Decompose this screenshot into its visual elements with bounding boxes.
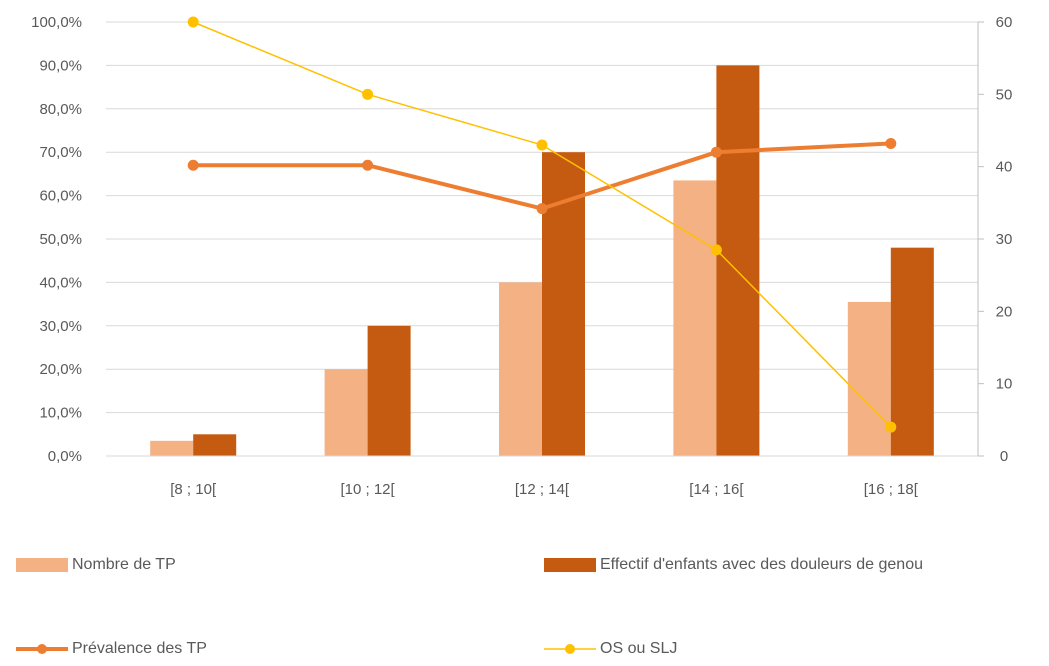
bar xyxy=(716,65,760,457)
legend-item-os-slj: OS ou SLJ xyxy=(544,640,677,658)
y-left-tick-label: 60,0% xyxy=(39,188,82,205)
data-point xyxy=(536,139,548,151)
x-tick-label: [16 ; 18[ xyxy=(864,481,919,498)
bar xyxy=(193,434,237,456)
bar xyxy=(367,325,411,456)
legend-swatch-prevalence xyxy=(16,644,68,654)
x-tick-label: [8 ; 10[ xyxy=(170,481,217,498)
y-left-tick-label: 50,0% xyxy=(39,231,82,248)
y-right-tick-label: 40 xyxy=(996,159,1013,176)
data-point xyxy=(885,138,897,150)
legend-item-prevalence: Prévalence des TP xyxy=(16,640,207,658)
y-left-tick-label: 100,0% xyxy=(31,14,82,31)
bar-series xyxy=(150,65,934,457)
y-right-tick-label: 50 xyxy=(996,86,1013,103)
legend-item-effectif: Effectif d'enfants avec des douleurs de … xyxy=(544,556,923,574)
data-point xyxy=(187,159,199,171)
bar xyxy=(890,247,934,456)
legend-label-os-slj: OS ou SLJ xyxy=(600,640,678,657)
y-left-tick-label: 90,0% xyxy=(39,57,82,74)
axes: 0,0% 10,0% 20,0% 30,0% 40,0% 50,0% 60,0% 70,0% 8… xyxy=(31,14,1012,498)
y-left-tick-label: 40,0% xyxy=(39,274,82,291)
y-right-tick-label: 30 xyxy=(996,231,1013,248)
bar xyxy=(847,301,891,456)
y-right-tick-label: 60 xyxy=(996,14,1013,31)
y-left-tick-label: 30,0% xyxy=(39,318,82,335)
data-point xyxy=(362,88,374,100)
y-left-tick-label: 10,0% xyxy=(39,405,82,422)
y-left-tick-label: 70,0% xyxy=(39,144,82,161)
data-point xyxy=(536,203,548,215)
y-left-tick-label: 0,0% xyxy=(48,448,82,465)
x-tick-label: [12 ; 14[ xyxy=(515,481,570,498)
legend-label-nombre-tp: Nombre de TP xyxy=(72,556,176,573)
y-right-tick-label: 10 xyxy=(996,376,1013,393)
y-left-tick-label: 20,0% xyxy=(39,361,82,378)
legend-swatch-nombre-tp xyxy=(16,558,68,572)
legend-swatch-os-slj xyxy=(544,644,596,654)
x-tick-label: [10 ; 12[ xyxy=(340,481,395,498)
legend-label-effectif: Effectif d'enfants avec des douleurs de … xyxy=(600,556,923,573)
line-series xyxy=(187,16,897,433)
data-point xyxy=(362,159,374,171)
bar xyxy=(150,440,194,456)
x-tick-label: [14 ; 16[ xyxy=(689,481,744,498)
legend-label-prevalence: Prévalence des TP xyxy=(72,640,207,657)
y-left-tick-label: 80,0% xyxy=(39,101,82,118)
legend-item-nombre-tp: Nombre de TP xyxy=(16,556,176,574)
y-right-tick-label: 0 xyxy=(1000,448,1008,465)
y-right-tick-label: 20 xyxy=(996,303,1013,320)
bar xyxy=(499,282,542,456)
data-point xyxy=(710,146,722,158)
legend-swatch-effectif xyxy=(544,558,596,572)
data-point xyxy=(885,421,897,433)
data-point xyxy=(187,16,199,28)
data-point xyxy=(710,244,722,256)
bar xyxy=(673,180,717,456)
bar xyxy=(324,369,368,456)
